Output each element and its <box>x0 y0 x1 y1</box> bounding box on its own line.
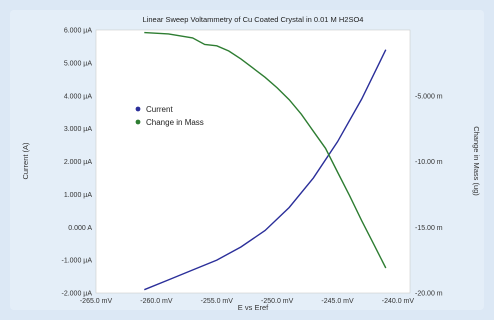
left-y-tick-label: 0.000 A <box>68 225 92 232</box>
right-y-tick-label: -20.00 m <box>415 291 443 298</box>
series-line-change-in-mass <box>144 31 387 269</box>
x-tick-label: -245.0 mV <box>321 298 354 305</box>
left-y-axis-label: Current (A) <box>21 142 30 180</box>
left-y-tick-label: 2.000 µA <box>64 159 92 166</box>
legend: Current Change in Mass <box>135 105 204 127</box>
chart-title: Linear Sweep Voltammetry of Cu Coated Cr… <box>143 15 364 24</box>
legend-label-change-in-mass: Change in Mass <box>146 118 204 127</box>
left-y-tick-label: 3.000 µA <box>64 126 92 133</box>
legend-marker-change-in-mass <box>135 119 141 125</box>
right-y-axis-label: Change in Mass (ug) <box>472 126 481 196</box>
plot-area <box>95 29 411 294</box>
right-y-tick-label: -15.00 m <box>415 225 443 232</box>
left-y-tick-label: 5.000 µA <box>64 60 92 67</box>
x-tick-label: -250.0 mV <box>261 298 294 305</box>
left-y-tick-label: 4.000 µA <box>64 93 92 100</box>
x-tick-label: -240.0 mV <box>382 298 415 305</box>
left-y-tick-label: -1.000 µA <box>62 258 93 265</box>
left-y-tick-label: 1.000 µA <box>64 192 92 199</box>
x-axis-label: E vs Eref <box>238 303 269 312</box>
x-tick-labels: -265.0 mV -260.0 mV -255.0 mV -250.0 mV -245… <box>80 298 415 305</box>
left-y-tick-labels: 6.000 µA 5.000 µA 4.000 µA 3.000 µA 2.000 µA… <box>62 28 93 298</box>
left-y-tick-label: -2.000 µA <box>62 291 93 298</box>
x-tick-label: -265.0 mV <box>80 298 113 305</box>
x-tick-label: -255.0 mV <box>201 298 234 305</box>
x-tick-label: -260.0 mV <box>140 298 173 305</box>
left-y-tick-label: 6.000 µA <box>64 28 92 35</box>
series-line-current <box>144 49 387 291</box>
right-y-tick-labels: -5.000 m -10.00 m -15.00 m -20.00 m <box>415 93 443 297</box>
right-y-tick-label: -5.000 m <box>415 93 443 100</box>
right-y-tick-label: -10.00 m <box>415 159 443 166</box>
legend-label-current: Current <box>146 105 173 114</box>
legend-marker-current <box>135 106 141 112</box>
